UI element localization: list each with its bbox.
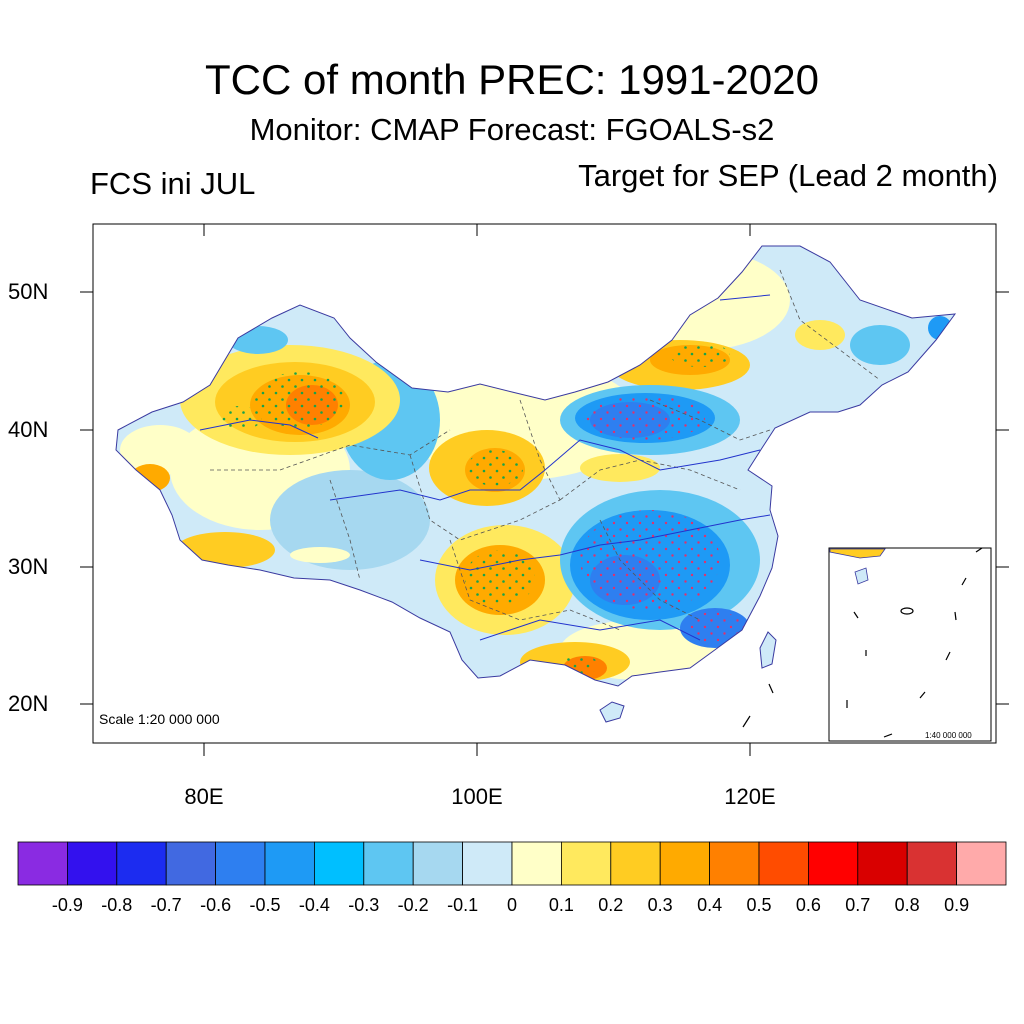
- colorbar-label: -0.8: [101, 895, 133, 915]
- colorbar-swatch: [116, 841, 167, 886]
- rivers: [199, 294, 771, 641]
- colorbar-swatch: [956, 841, 1007, 886]
- colorbar-label: 0.7: [845, 895, 871, 915]
- colorbar-label: 0.2: [598, 895, 624, 915]
- colorbar-swatch: [709, 841, 760, 886]
- colorbar-swatch: [165, 841, 216, 886]
- colorbar-label: -0.3: [348, 895, 380, 915]
- initialization-label: FCS ini JUL: [90, 166, 256, 201]
- colorbar-label: 0.8: [894, 895, 920, 915]
- colorbar-label: 0.9: [944, 895, 970, 915]
- colorbar-label: -0.2: [397, 895, 429, 915]
- south-china-sea-inset: [828, 547, 992, 742]
- colorbar-swatch: [906, 841, 958, 886]
- colorbar-swatch: [857, 841, 908, 886]
- colorbar-label: -0.4: [298, 895, 330, 915]
- colorbar-swatch: [363, 841, 414, 886]
- china-border: [115, 245, 957, 687]
- map-scale-label: Scale 1:20 000 000: [99, 711, 220, 727]
- colorbar-label: 0.1: [548, 895, 574, 915]
- colorbar-label: -0.5: [249, 895, 281, 915]
- colorbar: [17, 841, 1007, 886]
- lat-label-20n: 20N: [8, 691, 49, 716]
- lon-label-80e: 80E: [184, 784, 224, 809]
- hainan-island: [599, 701, 625, 723]
- colorbar-swatch: [412, 841, 464, 886]
- colorbar-label: -0.7: [150, 895, 182, 915]
- lat-label-30n: 30N: [8, 554, 49, 579]
- chart-title: TCC of month PREC: 1991-2020: [205, 56, 819, 103]
- chart-subtitle: Monitor: CMAP Forecast: FGOALS-s2: [249, 112, 775, 147]
- colorbar-swatch: [264, 841, 315, 886]
- colorbar-label: 0.5: [746, 895, 772, 915]
- colorbar-label: -0.1: [447, 895, 479, 915]
- colorbar-swatch: [462, 841, 513, 886]
- colorbar-swatch: [17, 841, 68, 886]
- colorbar-swatch: [610, 841, 661, 886]
- lon-label-120e: 120E: [724, 784, 776, 809]
- colorbar-swatch: [808, 841, 859, 886]
- colorbar-swatch: [758, 841, 809, 886]
- colorbar-label: 0.4: [697, 895, 723, 915]
- lat-label-40n: 40N: [8, 417, 49, 442]
- colorbar-label: -0.9: [51, 895, 83, 915]
- lat-label-50n: 50N: [8, 279, 49, 304]
- axis-ticks: [80, 224, 1009, 756]
- colorbar-label: 0: [506, 895, 517, 915]
- taiwan-island: [759, 631, 777, 669]
- colorbar-swatch: [659, 841, 711, 886]
- inset-scale-label: 1:40 000 000: [925, 731, 972, 740]
- colorbar-swatch: [561, 841, 612, 886]
- target-label: Target for SEP (Lead 2 month): [578, 158, 998, 193]
- colorbar-label: -0.6: [200, 895, 232, 915]
- colorbar-swatch: [67, 841, 118, 886]
- colorbar-swatch: [511, 841, 562, 886]
- lon-label-100e: 100E: [451, 784, 503, 809]
- colorbar-swatch: [313, 841, 365, 886]
- inset-content: [829, 547, 983, 738]
- colorbar-label: 0.6: [795, 895, 821, 915]
- sea-dashes: [742, 683, 774, 728]
- colorbar-label: 0.3: [647, 895, 673, 915]
- colorbar-swatch: [215, 841, 266, 886]
